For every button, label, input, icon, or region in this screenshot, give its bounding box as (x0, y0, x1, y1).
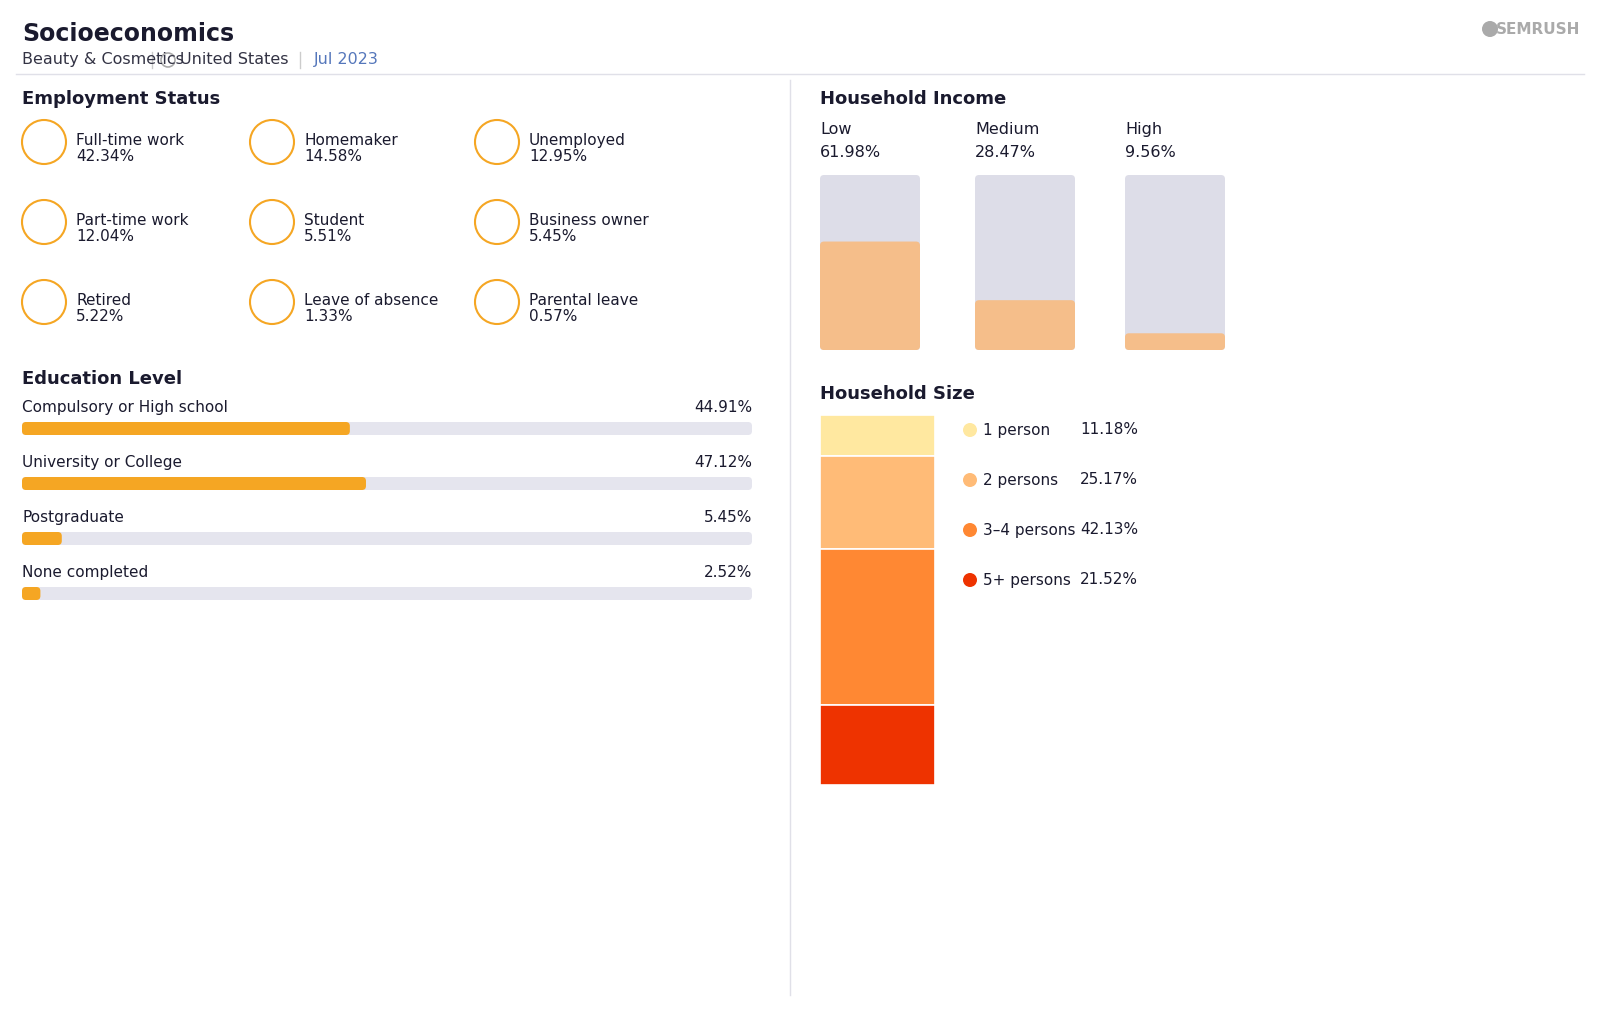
Text: 3–4 persons: 3–4 persons (982, 523, 1075, 538)
Circle shape (963, 423, 978, 437)
Text: Beauty & Cosmetics: Beauty & Cosmetics (22, 52, 184, 67)
Text: 2 persons: 2 persons (982, 473, 1058, 487)
FancyBboxPatch shape (1125, 175, 1226, 350)
Circle shape (22, 280, 66, 324)
Text: 5.51%: 5.51% (304, 229, 352, 244)
Text: Low: Low (819, 122, 851, 137)
Text: Retired: Retired (77, 293, 131, 308)
Text: Parental leave: Parental leave (530, 293, 638, 308)
Text: 11.18%: 11.18% (1080, 422, 1138, 437)
Bar (819, 549, 934, 705)
Text: 44.91%: 44.91% (694, 400, 752, 415)
Text: Homemaker: Homemaker (304, 133, 398, 148)
Circle shape (22, 120, 66, 164)
FancyBboxPatch shape (819, 175, 920, 350)
Bar (819, 415, 934, 457)
Text: Postgraduate: Postgraduate (22, 510, 123, 525)
FancyBboxPatch shape (1125, 333, 1226, 350)
Text: Part-time work: Part-time work (77, 213, 189, 228)
Bar (819, 705, 934, 785)
Text: 25.17%: 25.17% (1080, 473, 1138, 487)
Text: Medium: Medium (974, 122, 1040, 137)
Text: 5.22%: 5.22% (77, 309, 125, 324)
Text: 1.33%: 1.33% (304, 309, 352, 324)
Circle shape (250, 120, 294, 164)
Text: University or College: University or College (22, 455, 182, 470)
Text: Socioeconomics: Socioeconomics (22, 22, 234, 46)
Circle shape (475, 120, 518, 164)
Circle shape (475, 200, 518, 244)
FancyBboxPatch shape (22, 587, 752, 600)
FancyBboxPatch shape (22, 422, 752, 435)
Text: Leave of absence: Leave of absence (304, 293, 438, 308)
Circle shape (250, 280, 294, 324)
Circle shape (963, 473, 978, 487)
Circle shape (963, 573, 978, 587)
Text: 42.13%: 42.13% (1080, 523, 1138, 538)
Text: Compulsory or High school: Compulsory or High school (22, 400, 227, 415)
FancyBboxPatch shape (22, 477, 752, 490)
Text: Full-time work: Full-time work (77, 133, 184, 148)
Circle shape (475, 280, 518, 324)
FancyBboxPatch shape (22, 477, 366, 490)
Text: Unemployed: Unemployed (530, 133, 626, 148)
Circle shape (1482, 21, 1498, 37)
Text: 21.52%: 21.52% (1080, 572, 1138, 588)
Circle shape (22, 200, 66, 244)
FancyBboxPatch shape (22, 532, 62, 545)
FancyBboxPatch shape (819, 242, 920, 350)
Text: High: High (1125, 122, 1162, 137)
Text: 12.95%: 12.95% (530, 149, 587, 164)
FancyBboxPatch shape (974, 300, 1075, 350)
Text: 61.98%: 61.98% (819, 145, 882, 160)
Text: 5.45%: 5.45% (704, 510, 752, 525)
Text: 9.56%: 9.56% (1125, 145, 1176, 160)
Text: 2.52%: 2.52% (704, 565, 752, 580)
Text: United States: United States (179, 52, 288, 67)
Text: Jul 2023: Jul 2023 (314, 52, 379, 67)
FancyBboxPatch shape (974, 175, 1075, 350)
Text: None completed: None completed (22, 565, 149, 580)
Text: Household Size: Household Size (819, 385, 974, 403)
Text: Education Level: Education Level (22, 370, 182, 388)
FancyBboxPatch shape (22, 422, 350, 435)
Text: 0.57%: 0.57% (530, 309, 578, 324)
Text: SEMRUSH: SEMRUSH (1496, 22, 1581, 37)
Circle shape (963, 523, 978, 537)
Text: 28.47%: 28.47% (974, 145, 1037, 160)
Text: 12.04%: 12.04% (77, 229, 134, 244)
FancyBboxPatch shape (22, 587, 40, 600)
Text: Employment Status: Employment Status (22, 90, 221, 108)
Text: Student: Student (304, 213, 365, 228)
Circle shape (250, 200, 294, 244)
Text: 42.34%: 42.34% (77, 149, 134, 164)
Text: 5+ persons: 5+ persons (982, 572, 1070, 588)
Text: Household Income: Household Income (819, 90, 1006, 108)
Text: 47.12%: 47.12% (694, 455, 752, 470)
FancyBboxPatch shape (22, 532, 752, 545)
Text: 14.58%: 14.58% (304, 149, 362, 164)
Text: Business owner: Business owner (530, 213, 648, 228)
Text: 1 person: 1 person (982, 422, 1050, 437)
Bar (819, 457, 934, 549)
Text: 5.45%: 5.45% (530, 229, 578, 244)
